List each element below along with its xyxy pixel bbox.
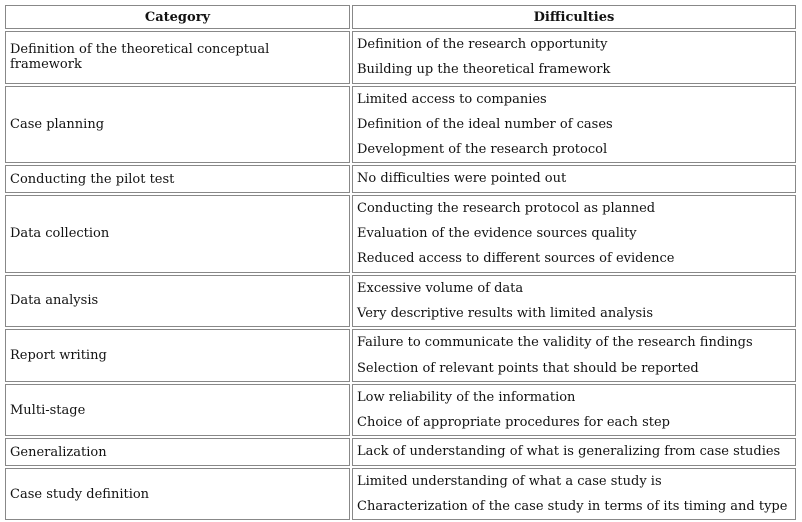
difficulty: Selection of relevant points that should… — [357, 360, 699, 376]
difficulties-cell: Lack of understanding of what is general… — [352, 438, 796, 466]
category-cell: Definition of the theoretical conceptual… — [5, 31, 350, 84]
category-cell: Report writing — [5, 329, 350, 382]
difficulties-cell: Limited understanding of what a case stu… — [352, 467, 796, 521]
difficulties-cell: Failure to communicate the validity of t… — [352, 329, 796, 382]
table-row: Definition of the theoretical conceptual… — [5, 31, 796, 84]
table-body: Definition of the theoretical conceptual… — [5, 31, 796, 521]
category-cell: Conducting the pilot test — [5, 165, 350, 193]
table-row: Data collection Conducting the research p… — [5, 194, 796, 273]
difficulty: Low reliability of the information — [357, 389, 576, 405]
table-row: Multi-stage Low reliability of the inform… — [5, 383, 796, 437]
table-row: Conducting the pilot test No difficulties… — [5, 165, 796, 193]
difficulties-cell: Definition of the research opportunity Bu… — [352, 31, 796, 84]
table-row: Data analysis Excessive volume of data Ver… — [5, 274, 796, 328]
difficulty: Characterization of the case study in te… — [357, 499, 788, 515]
table-row: Report writing Failure to communicate the… — [5, 329, 796, 382]
difficulty: Building up the theoretical framework — [357, 62, 611, 78]
difficulties-cell: Low reliability of the information Choice… — [352, 383, 796, 437]
table-row: Case study definition Limited understandi… — [5, 467, 796, 521]
category-cell: Multi-stage — [5, 383, 350, 437]
difficulty: Limited understanding of what a case stu… — [357, 473, 662, 489]
table-row: Generalization Lack of understanding of w… — [5, 438, 796, 466]
table: Category Difficulties Definition of the … — [3, 3, 798, 522]
header-cell: Category — [5, 5, 350, 29]
category-cell: Generalization — [5, 438, 350, 466]
category-cell: Data collection — [5, 194, 350, 273]
difficulty: No difficulties were pointed out — [357, 171, 567, 187]
difficulties-cell: Conducting the research protocol as plan… — [352, 194, 796, 273]
header-row: Category Difficulties — [5, 5, 796, 29]
difficulty: Definition of the research opportunity — [357, 37, 608, 52]
difficulty: Development of the research protocol — [357, 142, 608, 158]
page: Category Difficulties Definition of the … — [5, 5, 796, 521]
difficulty: Reduced access to different sources of e… — [357, 251, 675, 267]
difficulty: Conducting the research protocol as plan… — [357, 200, 656, 216]
table-row: Case planning Limited access to companies… — [5, 85, 796, 164]
category-cell: Case planning — [5, 85, 350, 164]
difficulty: Choice of appropriate procedures for eac… — [357, 415, 670, 431]
difficulties-cell: Excessive volume of data Very descriptive… — [352, 274, 796, 328]
difficulty: Evaluation of the evidence sources quali… — [357, 226, 637, 242]
difficulty: Lack of understanding of what is general… — [357, 444, 781, 460]
header-cell: Difficulties — [352, 5, 796, 29]
difficulty: Failure to communicate the validity of t… — [357, 335, 753, 351]
difficulties-cell: No difficulties were pointed out — [352, 165, 796, 193]
difficulty: Very descriptive results with limited an… — [357, 305, 653, 321]
difficulty: Excessive volume of data — [357, 280, 524, 296]
category-cell: Data analysis — [5, 274, 350, 328]
difficulty: Limited access to companies — [357, 91, 547, 107]
difficulty: Definition of the ideal number of cases — [357, 116, 613, 132]
category-cell: Case study definition — [5, 467, 350, 521]
difficulties-cell: Limited access to companies Definition of… — [352, 85, 796, 164]
